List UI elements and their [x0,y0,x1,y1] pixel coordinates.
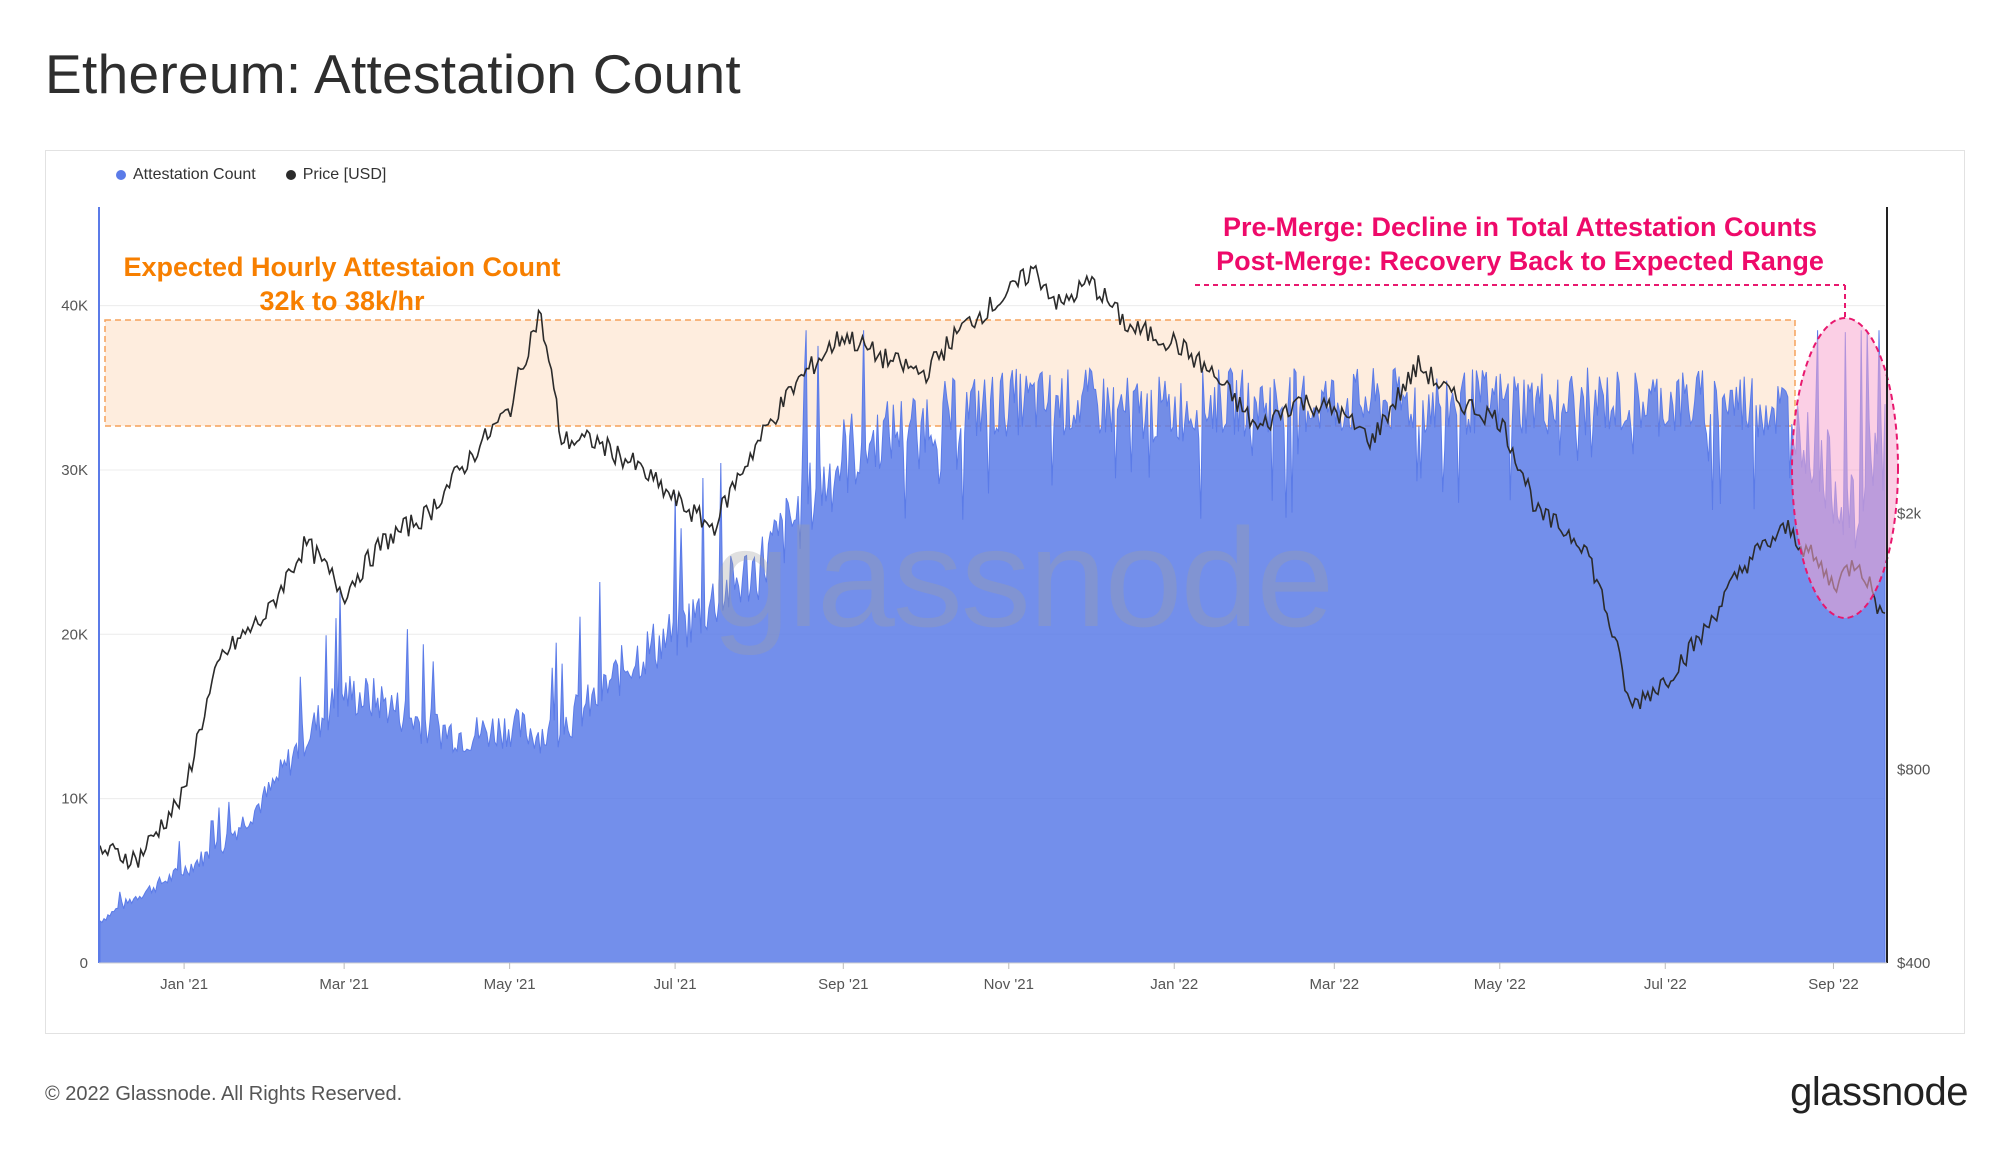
expected-range-annotation: Expected Hourly Attestaion Count 32k to … [92,250,592,318]
x-tick-label: Nov '21 [984,976,1034,993]
legend-item-attestation[interactable]: Attestation Count [116,166,256,184]
y-left-tick-label: 0 [80,955,88,972]
price-line [99,264,1886,871]
y-left-ticks: 0 10K 20K 30K 40K [61,298,88,972]
y-left-tick-label: 20K [61,626,88,643]
y-right-ticks: $400 $800 $2k [1897,506,1930,972]
legend-item-price[interactable]: Price [USD] [285,166,387,184]
x-tick-label: Jan '22 [1150,976,1198,993]
y-right-tick-label: $800 [1897,761,1930,778]
legend: Attestation Count Price [USD] [116,166,386,184]
y-right-tick-label: $2k [1897,506,1922,523]
attestation-area [99,330,1886,964]
x-tick-label: Jul '21 [654,976,697,993]
x-tick-label: May '21 [484,976,536,993]
page-title: Ethereum: Attestation Count [45,43,742,105]
legend-label-price: Price [USD] [302,166,387,183]
x-tick-label: Jan '21 [160,976,208,993]
x-tick-label: Mar '21 [319,976,369,993]
x-tick-label: May '22 [1474,976,1526,993]
y-left-tick-label: 30K [61,462,88,479]
price-series [99,264,1886,871]
merge-highlight-ellipse [1791,317,1899,619]
y-left-tick-label: 40K [61,298,88,315]
attestation-series [99,330,1886,964]
legend-dot-attestation [116,170,126,180]
y-right-tick-label: $400 [1897,955,1930,972]
merge-annotation: Pre-Merge: Decline in Total Attestation … [1160,210,1880,278]
legend-label-attestation: Attestation Count [133,166,256,183]
legend-dot-price [285,170,296,180]
x-tick-label: Sep '21 [818,976,868,993]
x-tick-label: Sep '22 [1808,976,1858,993]
x-tick-label: Mar '22 [1310,976,1360,993]
x-tick-label: Jul '22 [1644,976,1687,993]
footer-copyright: © 2022 Glassnode. All Rights Reserved. [45,1083,403,1105]
expected-annotation-line2: 32k to 38k/hr [259,286,425,316]
glassnode-logo: glassnode [1790,1070,1968,1114]
x-ticks: Jan '21 Mar '21 May '21 Jul '21 Sep '21 Nov '… [160,963,1859,993]
merge-annotation-line1: Pre-Merge: Decline in Total Attestation … [1222,212,1818,242]
y-left-tick-label: 10K [61,791,88,808]
merge-annotation-line2: Post-Merge: Recovery Back to Expected Ra… [1216,246,1824,276]
expected-annotation-line1: Expected Hourly Attestaion Count [123,252,561,282]
